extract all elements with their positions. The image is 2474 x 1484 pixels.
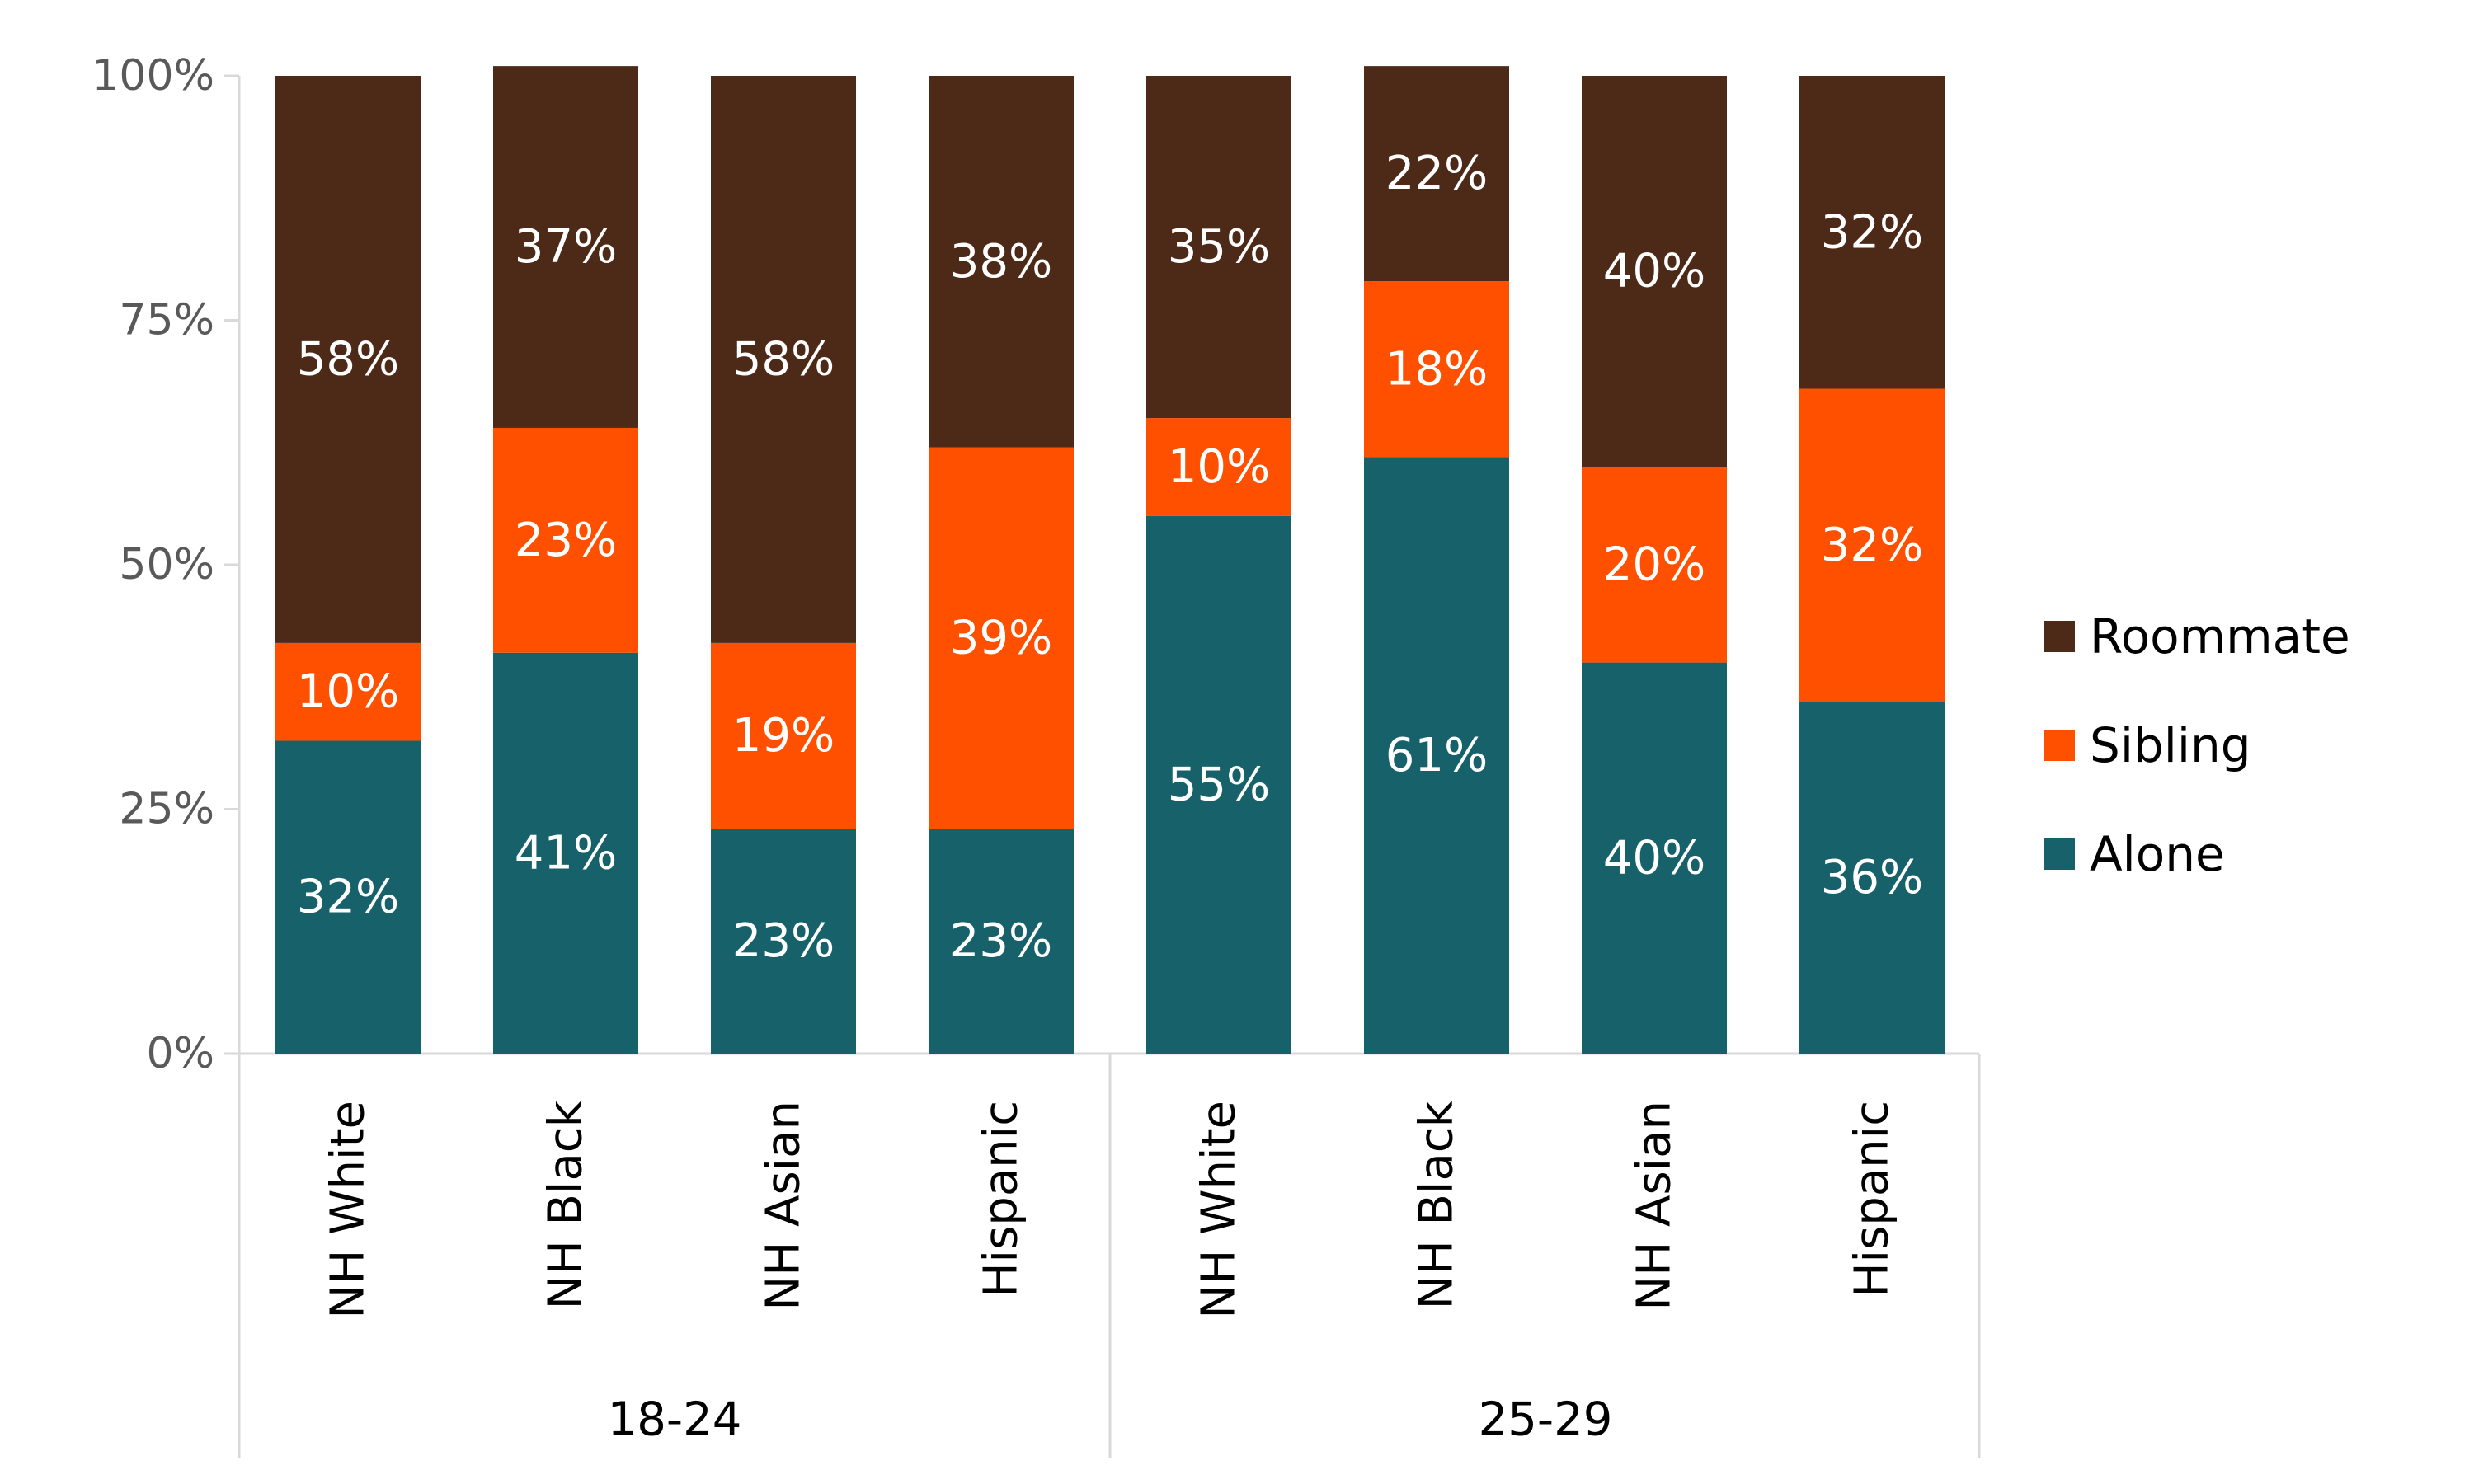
- y-tick-label: 100%: [92, 51, 214, 101]
- data-label: 36%: [1821, 851, 1923, 904]
- data-label: 39%: [950, 611, 1052, 665]
- bar-segment-roommate: [1582, 76, 1727, 467]
- data-label: 23%: [515, 514, 617, 567]
- bar-segment-sibling: [1364, 281, 1509, 458]
- bar-segment-alone: [1799, 702, 1945, 1054]
- bar-segment-roommate: [1799, 76, 1945, 389]
- bar-segment-sibling: [711, 642, 856, 829]
- bar-segment-alone: [711, 829, 856, 1054]
- bar-segment-alone: [275, 740, 421, 1054]
- data-label: 32%: [1821, 519, 1923, 572]
- bar-segment-sibling: [1799, 388, 1945, 702]
- legend-label: Roommate: [2090, 608, 2350, 665]
- x-category-label: NH Black: [539, 1100, 593, 1309]
- data-label: 32%: [297, 871, 399, 924]
- x-group-label: 25-29: [1479, 1393, 1613, 1447]
- x-category-label: NH White: [322, 1101, 375, 1319]
- bar-segment-roommate: [1364, 66, 1509, 282]
- x-category-label: Hispanic: [1846, 1101, 1899, 1298]
- data-label: 40%: [1603, 831, 1705, 885]
- bar-segment-roommate: [711, 76, 856, 643]
- legend-label: Sibling: [2090, 717, 2251, 773]
- y-tick-label: 75%: [119, 296, 214, 345]
- data-label: 23%: [950, 914, 1052, 968]
- y-tick-label: 50%: [119, 540, 214, 589]
- bar-segment-sibling: [493, 427, 638, 653]
- data-label: 37%: [515, 220, 617, 274]
- bar-segment-roommate: [1146, 76, 1291, 419]
- data-label: 38%: [950, 235, 1052, 289]
- data-label: 41%: [515, 826, 617, 880]
- data-label: 55%: [1168, 758, 1270, 811]
- y-tick-label: 0%: [147, 1029, 215, 1078]
- bar-segment-alone: [929, 829, 1074, 1054]
- legend-swatch-alone: [2044, 838, 2075, 870]
- x-category-label: NH Asian: [757, 1101, 811, 1311]
- bar-segment-alone: [1146, 515, 1291, 1054]
- bar-segment-sibling: [1582, 467, 1727, 663]
- data-label: 58%: [297, 332, 399, 386]
- legend-swatch-roommate: [2044, 621, 2075, 652]
- bar-segment-sibling: [929, 447, 1074, 829]
- data-label: 58%: [732, 332, 835, 386]
- data-label: 18%: [1385, 342, 1488, 396]
- data-label: 19%: [732, 709, 835, 763]
- x-category-label: NH White: [1192, 1101, 1246, 1319]
- bar-segment-sibling: [1146, 418, 1291, 516]
- data-label: 20%: [1603, 538, 1705, 592]
- data-label: 35%: [1168, 220, 1270, 274]
- data-label: 10%: [1168, 440, 1270, 494]
- data-label: 40%: [1603, 245, 1705, 298]
- bar-segment-alone: [493, 652, 638, 1054]
- x-category-label: Hispanic: [975, 1101, 1028, 1298]
- legend-swatch-sibling: [2044, 730, 2075, 761]
- legend-label: Alone: [2090, 826, 2225, 882]
- bar-segment-roommate: [929, 76, 1074, 448]
- data-label: 22%: [1385, 147, 1488, 200]
- data-label: 23%: [732, 914, 835, 968]
- x-group-label: 18-24: [608, 1393, 742, 1447]
- x-category-label: NH Black: [1410, 1100, 1464, 1309]
- data-label: 61%: [1385, 729, 1488, 782]
- bar-segment-sibling: [275, 642, 421, 741]
- data-label: 32%: [1821, 205, 1923, 259]
- data-label: 10%: [297, 665, 399, 719]
- y-tick-label: 25%: [119, 785, 214, 834]
- bar-segment-alone: [1582, 662, 1727, 1054]
- bar-segment-alone: [1364, 457, 1509, 1054]
- bar-segment-roommate: [275, 76, 421, 643]
- x-category-label: NH Asian: [1628, 1101, 1681, 1311]
- bar-segment-roommate: [493, 66, 638, 428]
